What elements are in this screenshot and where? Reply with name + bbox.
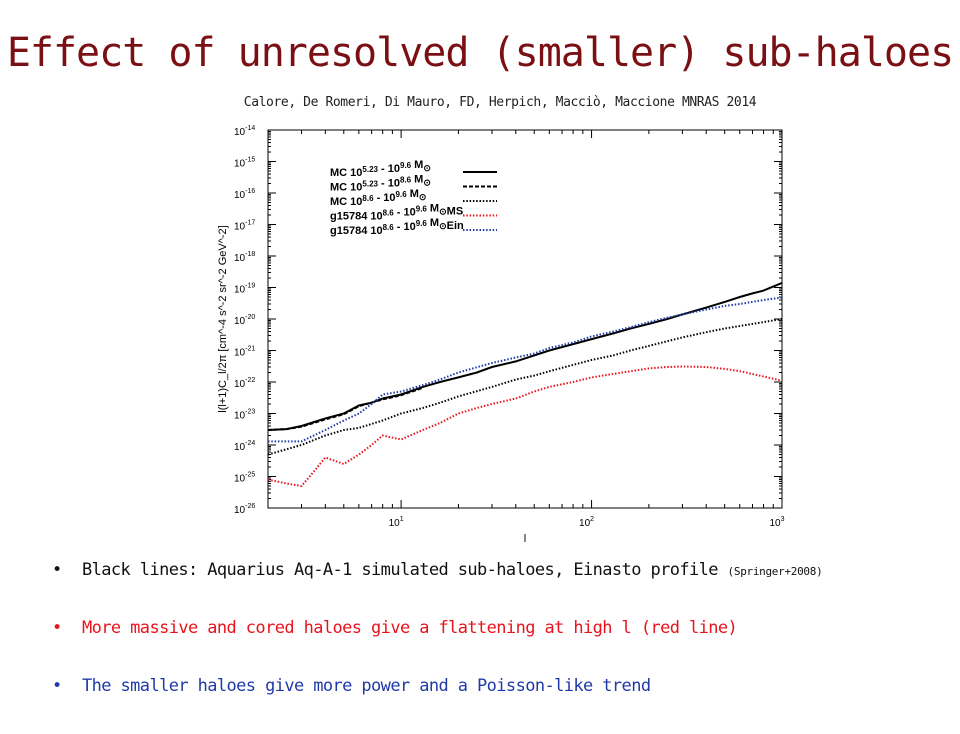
y-tick-label: 10-21: [234, 346, 255, 359]
slide-title: Effect of unresolved (smaller) sub-haloe…: [6, 30, 954, 76]
y-tick-label: 10-24: [234, 440, 255, 453]
legend-label: g15784 108.6 - 109.6 M⊙Ein: [330, 217, 464, 237]
y-tick-label: 10-14: [234, 125, 255, 138]
bullet-list: • Black lines: Aquarius Aq-A-1 simulated…: [52, 560, 957, 734]
legend-label: MC 105.23 - 109.6 M⊙: [330, 159, 431, 179]
bullet-text: Black lines: Aquarius Aq-A-1 simulated s…: [82, 560, 719, 580]
y-tick-label: 10-25: [234, 472, 255, 485]
y-tick-label: 10-20: [234, 314, 255, 327]
legend-label: MC 105.23 - 108.6 M⊙: [330, 174, 431, 194]
bullet-item-blue-line: • The smaller haloes give more power and…: [52, 676, 957, 734]
y-tick-label: 10-22: [234, 377, 255, 390]
bullet-dot: •: [52, 560, 62, 580]
y-tick-label: 10-17: [234, 220, 255, 233]
series-line-2: [268, 386, 424, 431]
citation: Calore, De Romeri, Di Mauro, FD, Herpich…: [243, 95, 757, 110]
series-line-3: [268, 318, 782, 456]
bullet-citation: (Springer+2008): [727, 565, 823, 578]
series-line-1: [268, 281, 782, 431]
x-tick-label: 102: [579, 516, 594, 529]
chart: 101 102 103 10-14 10-15 10-16 10-17 10-18 10-19 1…: [217, 125, 785, 545]
y-tick-label: 10-15: [234, 157, 255, 170]
y-tick-label: 10-26: [234, 503, 255, 516]
y-tick-label: 10-23: [234, 409, 255, 422]
legend-label: g15784 108.6 - 109.6 M⊙MS: [330, 203, 463, 223]
bullet-item-black-lines: • Black lines: Aquarius Aq-A-1 simulated…: [52, 560, 957, 618]
bullet-item-red-line: • More massive and cored haloes give a f…: [52, 618, 957, 676]
bullet-dot: •: [52, 676, 62, 696]
y-axis-title: l(l+1)C_l/2π [cm^-4 s^-2 sr^-2 GeV^-2]: [217, 225, 229, 412]
x-tick-label: 103: [769, 516, 784, 529]
legend-label: MC 108.6 - 109.6 M⊙: [330, 188, 426, 208]
x-axis-title: l: [524, 533, 526, 545]
bullet-dot: •: [52, 618, 62, 638]
x-tick-label: 101: [389, 516, 404, 529]
bullet-text: More massive and cored haloes give a fla…: [82, 618, 738, 638]
series-line-4: [268, 365, 782, 488]
bullet-text: The smaller haloes give more power and a…: [82, 676, 651, 696]
y-tick-label: 10-18: [234, 251, 255, 264]
y-tick-label: 10-19: [234, 283, 255, 296]
y-tick-label: 10-16: [234, 188, 255, 201]
series-line-5: [268, 296, 782, 443]
